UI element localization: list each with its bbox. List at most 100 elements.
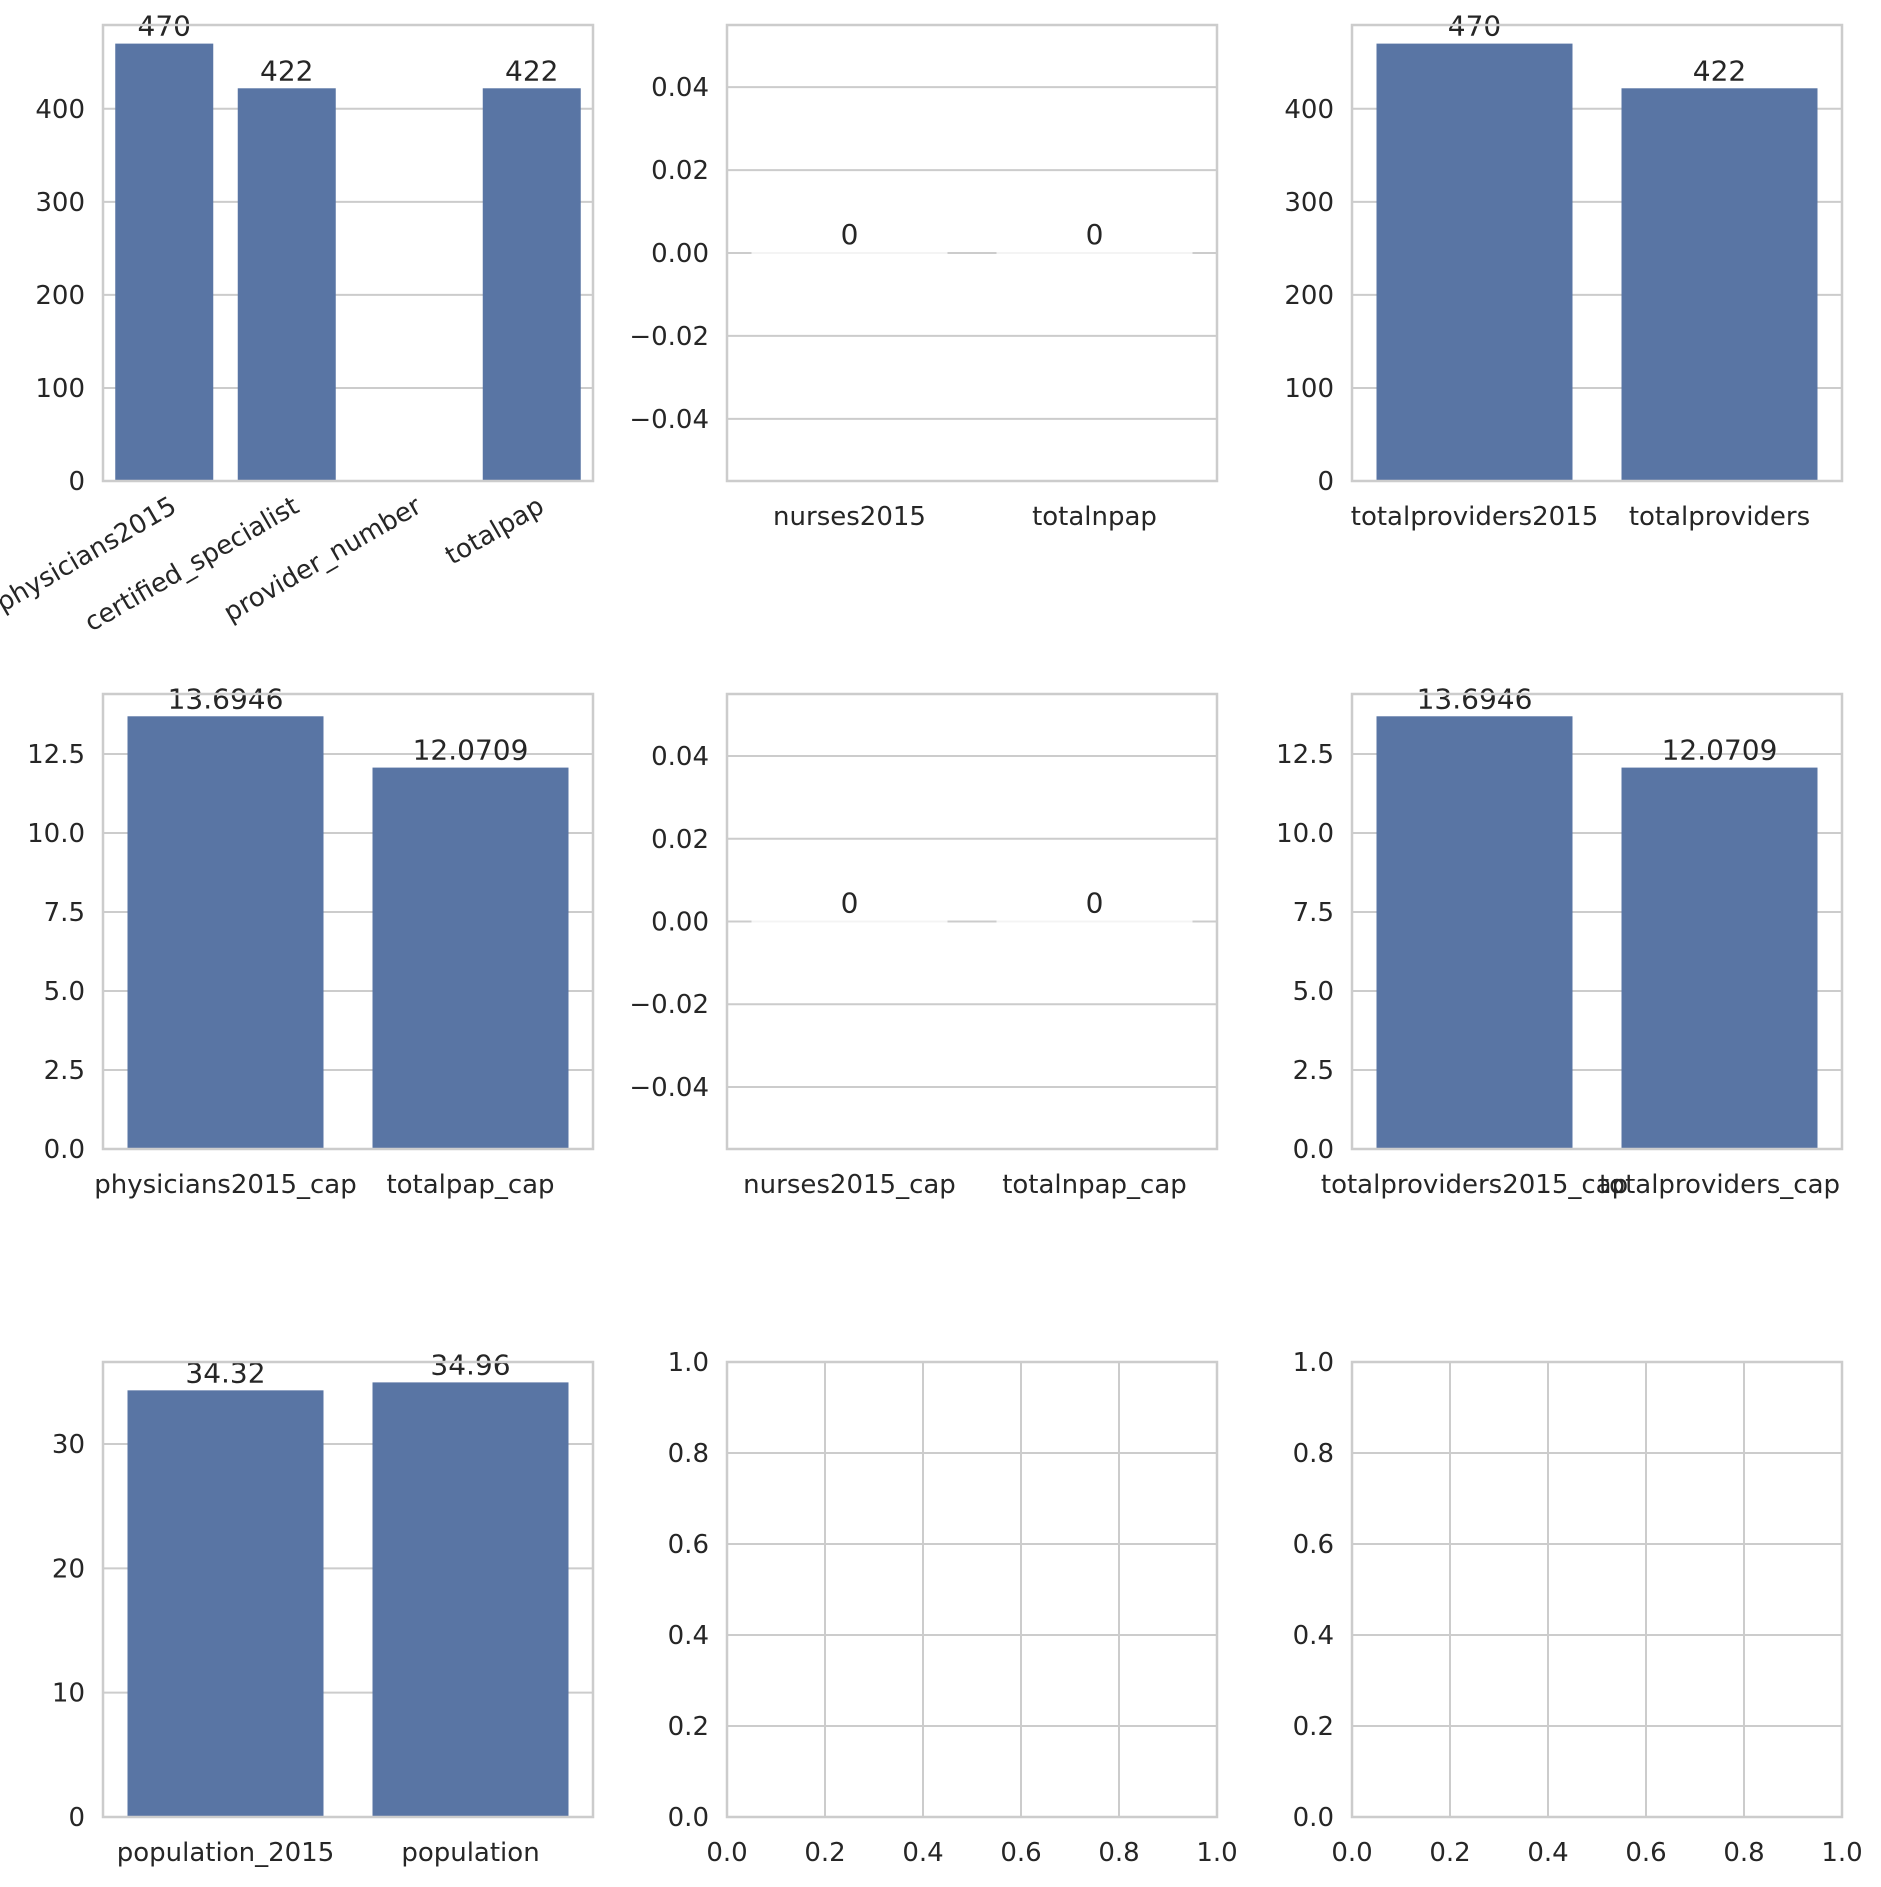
x-tick-label: physicians2015_cap bbox=[94, 1170, 357, 1200]
y-tick-label: 0.4 bbox=[668, 1621, 709, 1651]
y-tick-label: 5.0 bbox=[44, 977, 85, 1007]
x-tick-label: 0.8 bbox=[1723, 1838, 1764, 1868]
y-tick-label: 0 bbox=[1317, 467, 1334, 497]
x-tick-label: 0.4 bbox=[902, 1838, 943, 1868]
x-tick-label: 0.8 bbox=[1098, 1838, 1139, 1868]
y-tick-label: 10.0 bbox=[1276, 819, 1334, 849]
y-tick-label: 12.5 bbox=[1276, 740, 1334, 770]
y-tick-label: 2.5 bbox=[44, 1056, 85, 1086]
y-tick-label: 0.2 bbox=[1293, 1712, 1334, 1742]
x-tick-label: population_2015 bbox=[117, 1838, 335, 1868]
subplot-4: 0.0 2.5 5.0 7.5 10.0 12.5 13.6946 physicians201… bbox=[27, 682, 595, 1200]
bar-totalproviders bbox=[1621, 88, 1818, 482]
bar-physicians2015_cap bbox=[127, 716, 324, 1149]
y-tick-label: 0.8 bbox=[668, 1439, 709, 1469]
bar-physicians2015 bbox=[115, 43, 214, 481]
y-tick-label: 0.6 bbox=[1293, 1530, 1334, 1560]
y-tick-label: 300 bbox=[35, 188, 85, 218]
axes-frame bbox=[101, 23, 595, 483]
bar-data-label: 422 bbox=[1693, 54, 1746, 87]
subplot-8: 0.0 0.2 0.4 0.6 0.8 1.0 0.0 0.2 0.4 0.6 0.8 1.0 bbox=[668, 1348, 1238, 1868]
y-tick-label: 20 bbox=[52, 1554, 85, 1584]
bar-data-label: 13.6946 bbox=[168, 682, 284, 715]
y-tick-label: 5.0 bbox=[1293, 977, 1334, 1007]
y-tick-label: −0.04 bbox=[629, 405, 709, 435]
bar-data-label: 422 bbox=[260, 54, 313, 87]
x-tick-label: 0.2 bbox=[1429, 1838, 1470, 1868]
bar-nurses2015_cap bbox=[751, 920, 948, 923]
subplot-6: 0.0 2.5 5.0 7.5 10.0 12.5 13.6946 totalprovider… bbox=[1276, 682, 1844, 1200]
x-tick-label: 1.0 bbox=[1821, 1838, 1862, 1868]
y-tick-label: 0.2 bbox=[668, 1712, 709, 1742]
x-tick-label: provider_number bbox=[219, 491, 427, 629]
bar-totalproviders2015_cap bbox=[1376, 716, 1573, 1149]
y-tick-label: 0.04 bbox=[651, 73, 709, 103]
x-tick-label: population bbox=[401, 1838, 539, 1868]
y-tick-label: 0.02 bbox=[651, 825, 709, 855]
axes-frame bbox=[725, 23, 1219, 483]
y-tick-label: 400 bbox=[35, 95, 85, 125]
bar-data-label: 34.96 bbox=[430, 1348, 510, 1381]
subplot-2: −0.04 −0.02 0.00 0.02 0.04 0 nurses2015 0 totaln… bbox=[629, 23, 1219, 532]
bar-population bbox=[372, 1382, 569, 1817]
subplot-7: 010203034.32population_201534.96populati… bbox=[52, 1348, 595, 1868]
y-tick-label: 0.8 bbox=[1293, 1439, 1334, 1469]
y-tick-label: 0.0 bbox=[44, 1135, 85, 1165]
x-tick-label: totalproviders bbox=[1629, 502, 1810, 532]
y-tick-label: 200 bbox=[35, 281, 85, 311]
y-tick-label: 1.0 bbox=[1293, 1348, 1334, 1378]
axes-frame bbox=[1350, 23, 1844, 483]
y-tick-label: −0.02 bbox=[629, 322, 709, 352]
y-tick-label: 0 bbox=[68, 467, 85, 497]
y-tick-label: −0.04 bbox=[629, 1073, 709, 1103]
subplot-1: 0100200300400470physicians2015422certifi… bbox=[0, 10, 595, 638]
bar-data-label: 12.0709 bbox=[413, 734, 529, 767]
y-tick-label: 200 bbox=[1284, 281, 1334, 311]
x-tick-label: nurses2015_cap bbox=[743, 1170, 956, 1200]
y-tick-label: 0.6 bbox=[668, 1530, 709, 1560]
bar-totalnpap_cap bbox=[996, 920, 1193, 923]
y-tick-label: 0.0 bbox=[1293, 1135, 1334, 1165]
y-tick-label: 0.00 bbox=[651, 239, 709, 269]
bar-data-label: 0 bbox=[1086, 887, 1104, 920]
x-tick-label: 0.2 bbox=[804, 1838, 845, 1868]
bar-population_2015 bbox=[127, 1390, 324, 1817]
y-tick-label: 10.0 bbox=[27, 819, 85, 849]
x-tick-label: totalnpap bbox=[1032, 502, 1157, 532]
x-tick-label: 0.0 bbox=[1331, 1838, 1372, 1868]
x-tick-label: 0.4 bbox=[1527, 1838, 1568, 1868]
x-tick-label: 1.0 bbox=[1196, 1838, 1237, 1868]
y-tick-label: 0.02 bbox=[651, 156, 709, 186]
y-tick-label: 0.04 bbox=[651, 742, 709, 772]
bar-data-label: 0 bbox=[841, 218, 859, 251]
bar-totalproviders2015 bbox=[1376, 43, 1573, 481]
x-tick-label: certified_specialist bbox=[80, 491, 305, 638]
bar-data-label: 0 bbox=[1086, 218, 1104, 251]
y-tick-label: 10 bbox=[52, 1679, 85, 1709]
axes-frame bbox=[101, 1360, 595, 1819]
y-tick-label: 2.5 bbox=[1293, 1056, 1334, 1086]
y-tick-label: 12.5 bbox=[27, 740, 85, 770]
y-tick-label: 0.00 bbox=[651, 908, 709, 938]
y-tick-label: 100 bbox=[35, 374, 85, 404]
axes-frame bbox=[725, 692, 1219, 1151]
bar-totalproviders_cap bbox=[1621, 767, 1818, 1149]
bar-certified_specialist bbox=[237, 88, 336, 482]
y-tick-label: 0 bbox=[68, 1803, 85, 1833]
y-tick-label: 100 bbox=[1284, 374, 1334, 404]
bar-data-label: 0 bbox=[841, 887, 859, 920]
bar-data-label: 12.0709 bbox=[1662, 734, 1778, 767]
x-tick-label: nurses2015 bbox=[773, 502, 926, 532]
y-tick-label: 1.0 bbox=[668, 1348, 709, 1378]
x-tick-label: totalproviders_cap bbox=[1599, 1170, 1840, 1200]
axes-frame bbox=[725, 1360, 1219, 1819]
x-tick-label: totalpap_cap bbox=[386, 1170, 554, 1200]
y-tick-label: 7.5 bbox=[1293, 898, 1334, 928]
x-tick-label: 0.0 bbox=[706, 1838, 747, 1868]
bar-totalpap_cap bbox=[372, 767, 569, 1149]
x-tick-label: 0.6 bbox=[1000, 1838, 1041, 1868]
axes-frame bbox=[1350, 1360, 1844, 1819]
y-tick-label: 300 bbox=[1284, 188, 1334, 218]
y-tick-label: 30 bbox=[52, 1430, 85, 1460]
bar-nurses2015 bbox=[751, 252, 948, 254]
